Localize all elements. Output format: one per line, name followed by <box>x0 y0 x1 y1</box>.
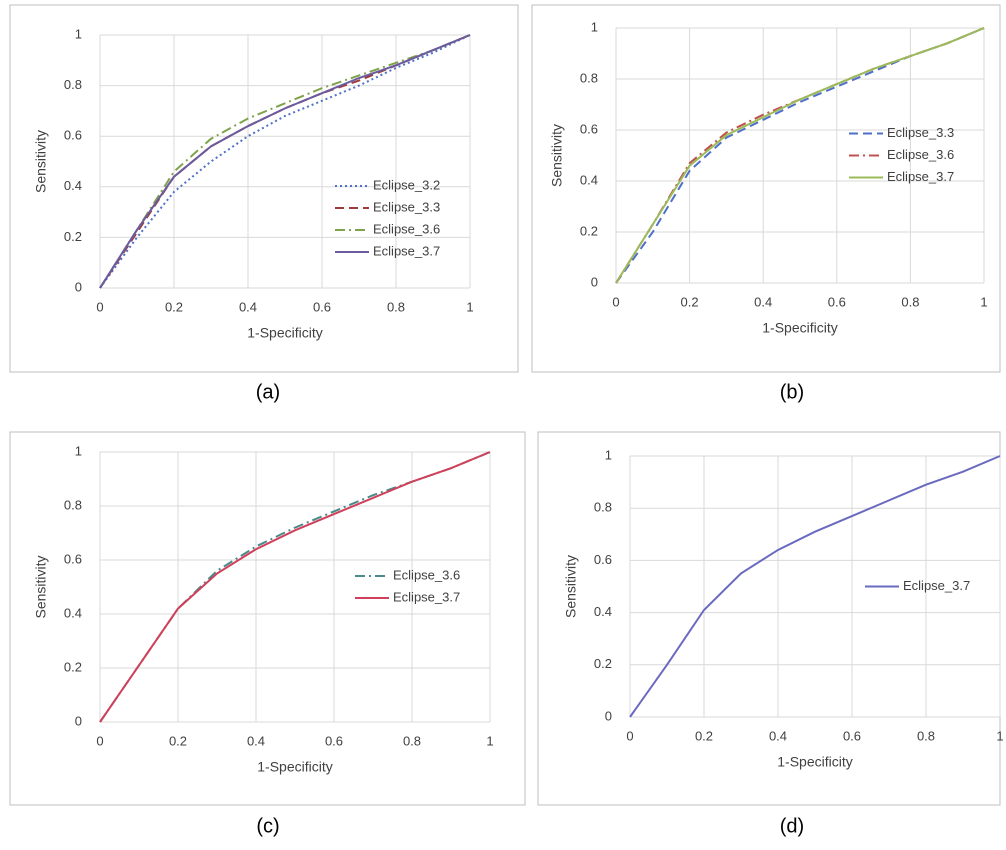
x-tick-label: 0.4 <box>239 299 257 314</box>
x-tick-label: 0.4 <box>769 728 787 743</box>
series-line <box>100 452 490 722</box>
x-tick-label: 0.6 <box>828 294 846 309</box>
legend-label: Eclipse_3.6 <box>887 147 954 162</box>
x-tick-label: 0 <box>96 733 103 748</box>
y-tick-label: 0.4 <box>64 605 82 620</box>
y-tick-label: 0.4 <box>594 604 612 619</box>
x-tick-label: 0.2 <box>681 294 699 309</box>
x-axis-title: 1-Specificity <box>777 754 852 770</box>
x-tick-label: 1 <box>980 294 987 309</box>
y-tick-label: 0.6 <box>580 121 598 136</box>
panel-border <box>10 432 525 805</box>
y-tick-label: 0 <box>75 279 82 294</box>
y-tick-label: 0.6 <box>64 551 82 566</box>
y-tick-label: 0.8 <box>580 70 598 85</box>
caption: (d) <box>780 815 804 837</box>
legend-label: Eclipse_3.7 <box>393 589 460 604</box>
x-axis-title: 1-Specificity <box>257 759 332 775</box>
y-tick-label: 0 <box>75 713 82 728</box>
y-axis-title: Sensitivity <box>549 124 565 187</box>
y-tick-label: 0.2 <box>580 223 598 238</box>
legend-label: Eclipse_3.6 <box>373 221 440 236</box>
legend-label: Eclipse_3.2 <box>373 177 440 192</box>
x-tick-label: 1 <box>466 299 473 314</box>
y-tick-label: 0 <box>605 708 612 723</box>
x-tick-label: 1 <box>996 728 1003 743</box>
x-tick-label: 0.8 <box>917 728 935 743</box>
x-tick-label: 0 <box>612 294 619 309</box>
y-tick-label: 0.4 <box>64 178 82 193</box>
y-tick-label: 0.8 <box>64 77 82 92</box>
y-tick-label: 1 <box>605 447 612 462</box>
legend-label: Eclipse_3.7 <box>903 578 970 593</box>
legend-label: Eclipse_3.3 <box>373 199 440 214</box>
y-tick-label: 0.2 <box>64 659 82 674</box>
x-tick-label: 0.8 <box>387 299 405 314</box>
x-tick-label: 0.8 <box>901 294 919 309</box>
x-tick-label: 0.8 <box>403 733 421 748</box>
y-tick-label: 0.8 <box>594 500 612 515</box>
x-tick-label: 0.6 <box>843 728 861 743</box>
y-tick-label: 0.6 <box>64 128 82 143</box>
caption: (b) <box>780 381 804 403</box>
x-tick-label: 0.2 <box>165 299 183 314</box>
y-axis-title: Sensitivity <box>33 130 49 193</box>
x-tick-label: 0.6 <box>325 733 343 748</box>
x-tick-label: 0.6 <box>313 299 331 314</box>
figure: 0 0.2 0.4 0.6 0.8 1 0 0.2 0.4 0.6 0.8 1 1-Specificit… <box>0 0 1006 845</box>
panel-border <box>10 5 518 372</box>
x-tick-label: 0.2 <box>695 728 713 743</box>
y-tick-label: 0.6 <box>594 552 612 567</box>
legend-label: Eclipse_3.7 <box>887 169 954 184</box>
y-axis-title: Sensitivity <box>563 555 579 618</box>
series-line <box>100 452 490 722</box>
y-tick-label: 1 <box>75 26 82 41</box>
x-tick-label: 0.4 <box>754 294 772 309</box>
x-tick-label: 0.2 <box>169 733 187 748</box>
x-axis-title: 1-Specificity <box>247 325 322 341</box>
x-tick-label: 1 <box>486 733 493 748</box>
x-axis-title: 1-Specificity <box>762 320 837 336</box>
y-tick-label: 1 <box>591 19 598 34</box>
caption: (c) <box>256 815 279 837</box>
legend-label: Eclipse_3.7 <box>373 243 440 258</box>
y-tick-label: 0.8 <box>64 497 82 512</box>
x-tick-label: 0 <box>626 728 633 743</box>
panel-border <box>532 5 1000 372</box>
y-tick-label: 0.2 <box>594 656 612 671</box>
legend-label: Eclipse_3.6 <box>393 567 460 582</box>
x-tick-label: 0 <box>96 299 103 314</box>
y-axis-title: Sensitivity <box>33 555 49 618</box>
caption: (a) <box>256 381 280 403</box>
y-tick-label: 0.4 <box>580 172 598 187</box>
x-tick-label: 0.4 <box>247 733 265 748</box>
y-tick-label: 0.2 <box>64 229 82 244</box>
y-tick-label: 1 <box>75 443 82 458</box>
y-tick-label: 0 <box>591 274 598 289</box>
legend-label: Eclipse_3.3 <box>887 125 954 140</box>
